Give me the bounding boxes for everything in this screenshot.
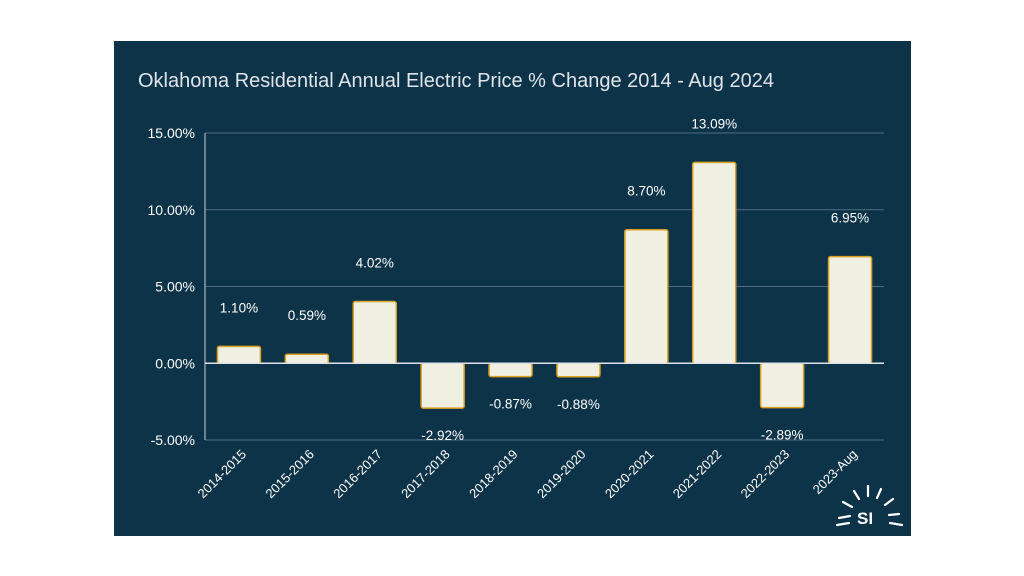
logo-text: SI: [857, 509, 873, 528]
x-category-label: 2021-2022: [670, 447, 725, 502]
y-tick-label: 5.00%: [155, 279, 195, 295]
bar-2014-2015: [216, 345, 262, 364]
data-label: 4.02%: [356, 256, 394, 271]
y-tick-label: -5.00%: [151, 432, 195, 448]
bars: [216, 161, 873, 409]
bar-2021-2022: [692, 161, 737, 364]
bar-2016-2017: [352, 300, 397, 364]
data-label: 6.95%: [831, 211, 869, 226]
data-label: 0.59%: [288, 308, 326, 323]
x-category-label: 2015-2016: [262, 447, 317, 502]
chart: Oklahoma Residential Annual Electric Pri…: [138, 70, 904, 528]
chart-panel: Oklahoma Residential Annual Electric Pri…: [114, 41, 911, 536]
x-category-label: 2014-2015: [195, 447, 250, 502]
sunburst-icon: [835, 484, 904, 527]
x-axis-categories: 2014-2015 2015-2016 2016-2017 2017-2018 2018…: [195, 447, 861, 502]
bar-2023-Aug: [827, 255, 873, 365]
gridlines: [205, 132, 884, 441]
data-label: 1.10%: [220, 300, 258, 315]
chart-title: Oklahoma Residential Annual Electric Pri…: [138, 70, 774, 92]
y-axis-ticks: 15.00% 10.00% 5.00% 0.00% -5.00%: [148, 125, 195, 448]
bar-2020-2021: [624, 228, 669, 364]
x-category-label: 2023-Aug: [810, 447, 860, 497]
data-labels: 1.10% 0.59% 4.02% -2.92% -0.87% -0.88% 8.70% 13…: [220, 116, 869, 443]
bar-2019-2020: [556, 362, 601, 378]
y-tick-label: 0.00%: [155, 355, 195, 371]
data-label: 8.70%: [627, 184, 665, 199]
data-label: -0.87%: [489, 397, 532, 412]
y-tick-label: 10.00%: [148, 202, 195, 218]
x-category-label: 2019-2020: [534, 447, 589, 502]
si-logo: SI: [835, 484, 904, 528]
bar-2018-2019: [488, 362, 533, 378]
data-label: 13.09%: [691, 116, 737, 131]
x-category-label: 2018-2019: [466, 447, 521, 502]
data-label: -2.89%: [761, 428, 804, 443]
x-category-label: 2020-2021: [602, 447, 657, 502]
data-label: -2.92%: [421, 428, 464, 443]
bar-2022-2023: [759, 362, 805, 409]
x-category-label: 2016-2017: [330, 447, 385, 502]
x-category-label: 2017-2018: [398, 447, 453, 502]
x-category-label: 2022-2023: [738, 447, 793, 502]
y-tick-label: 15.00%: [148, 125, 195, 141]
bar-2015-2016: [284, 353, 330, 365]
data-label: -0.88%: [557, 397, 600, 412]
bar-2017-2018: [420, 362, 465, 409]
